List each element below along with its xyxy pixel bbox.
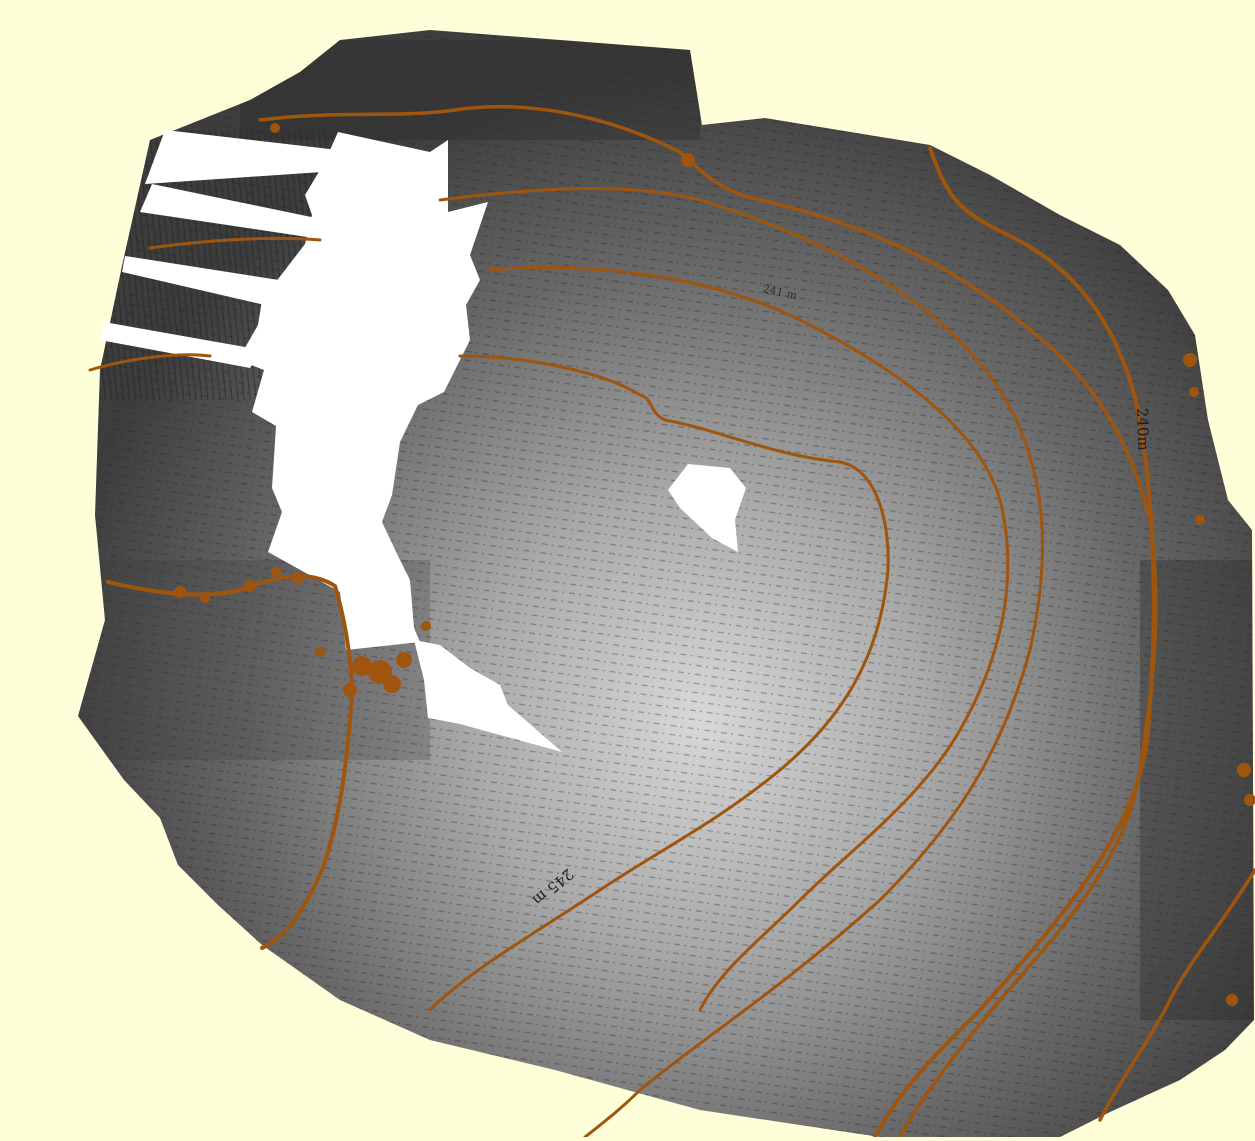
contour-line-upper-west [88, 353, 212, 372]
nodata-strip-3 [122, 256, 292, 308]
contour-line-southeast [1098, 868, 1255, 1122]
nodata-main-gap [238, 132, 488, 650]
nodata-center-hole [668, 464, 746, 552]
contour-line-inner [488, 265, 1010, 1012]
contour-label-240m: 240m [1133, 408, 1152, 451]
nodata-gaps [100, 130, 746, 752]
contour-patches [174, 123, 1255, 1006]
contour-line-240 [258, 104, 1158, 1139]
contour-lines [88, 104, 1255, 1139]
contour-line-northwest [148, 236, 322, 250]
contour-line-west [106, 574, 354, 950]
nodata-strip-4 [100, 322, 262, 368]
contour-line-mid [438, 186, 1044, 1139]
nodata-lower-gap [414, 640, 562, 752]
contour-line-245 [428, 354, 890, 1012]
nodata-strip-2 [140, 184, 316, 238]
nodata-strip-1 [145, 130, 338, 184]
contour-line-outer-east [873, 146, 1156, 1139]
